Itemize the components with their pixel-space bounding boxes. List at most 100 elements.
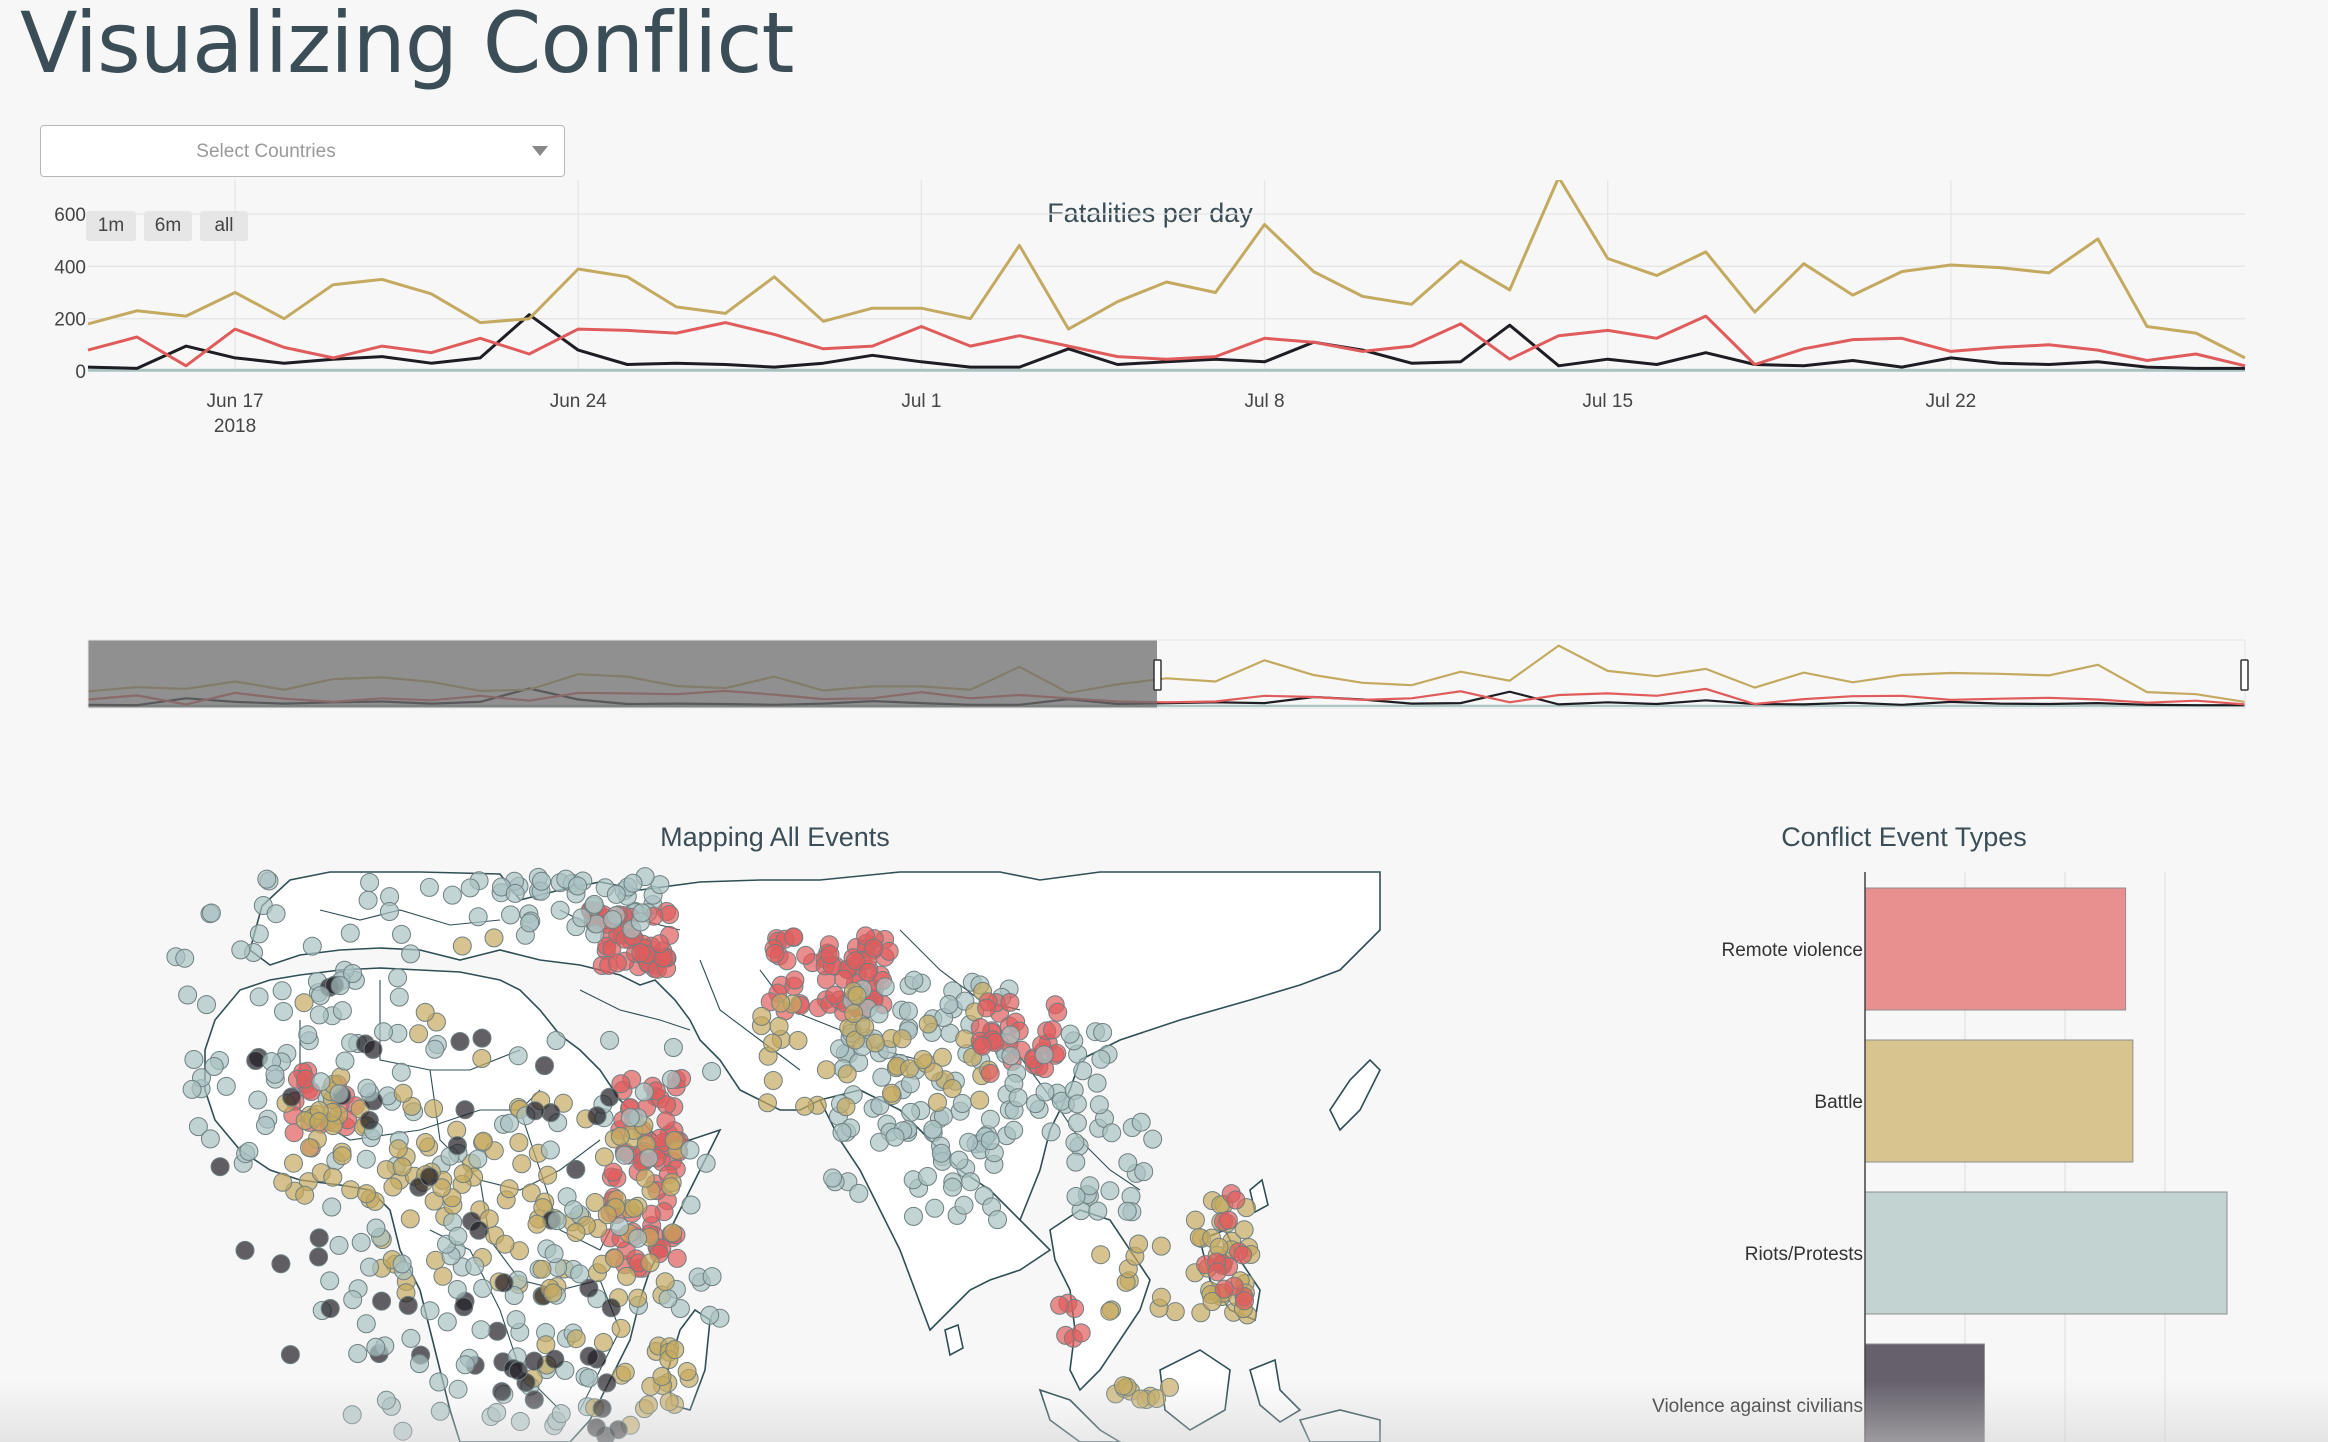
event-marker[interactable] [606,884,626,904]
event-marker[interactable] [763,1033,782,1053]
event-marker[interactable] [696,1153,716,1173]
event-marker[interactable] [469,1220,489,1240]
event-marker[interactable] [845,1030,865,1050]
event-marker[interactable] [1065,1132,1085,1152]
event-marker[interactable] [1235,1291,1254,1311]
event-marker[interactable] [197,995,216,1015]
event-marker[interactable] [913,1050,933,1069]
event-marker[interactable] [210,1157,230,1177]
event-marker[interactable] [492,1382,512,1402]
event-marker[interactable] [624,1198,644,1218]
event-marker[interactable] [460,878,480,898]
event-marker[interactable] [540,1140,560,1160]
event-marker[interactable] [924,1062,944,1082]
event-marker[interactable] [603,1162,623,1182]
event-marker[interactable] [249,924,269,944]
event-marker[interactable] [784,927,803,947]
event-marker[interactable] [980,1131,1000,1151]
event-marker[interactable] [358,890,378,910]
event-marker[interactable] [823,1168,843,1188]
event-marker[interactable] [499,1179,519,1199]
event-marker[interactable] [320,1299,340,1318]
event-marker[interactable] [357,1078,377,1098]
event-marker[interactable] [401,944,421,964]
event-marker[interactable] [667,1248,687,1268]
event-marker[interactable] [661,1177,681,1197]
event-marker[interactable] [437,1312,457,1332]
event-marker[interactable] [1004,1120,1024,1140]
event-marker[interactable] [796,945,816,965]
event-marker[interactable] [1202,1292,1222,1311]
event-marker[interactable] [837,1064,857,1084]
event-marker[interactable] [331,1067,351,1087]
event-marker[interactable] [949,1150,969,1170]
event-marker[interactable] [505,883,525,903]
event-marker[interactable] [389,987,409,1007]
event-marker[interactable] [360,873,380,892]
event-marker[interactable] [329,1235,349,1255]
event-marker[interactable] [332,1146,352,1166]
event-marker[interactable] [360,1257,379,1277]
event-marker[interactable] [341,1180,361,1200]
event-marker[interactable] [640,1253,660,1273]
event-marker[interactable] [320,1271,340,1291]
event-marker[interactable] [655,1272,675,1292]
event-marker[interactable] [650,875,670,895]
event-marker[interactable] [1233,1245,1253,1265]
event-marker[interactable] [1118,1153,1138,1173]
event-marker[interactable] [1102,1123,1122,1143]
event-marker[interactable] [391,1062,411,1082]
event-marker[interactable] [885,1127,905,1147]
event-marker[interactable] [544,1244,564,1264]
event-marker[interactable] [1151,1287,1171,1307]
event-marker[interactable] [419,1167,439,1187]
event-marker[interactable] [266,904,286,924]
event-marker[interactable] [904,1206,923,1226]
event-marker[interactable] [932,1047,952,1067]
event-marker[interactable] [587,1106,607,1126]
event-marker[interactable] [923,1119,943,1139]
event-marker[interactable] [980,1063,1000,1083]
event-marker[interactable] [970,1090,990,1110]
series-line[interactable] [87,313,2245,370]
event-marker[interactable] [300,1138,319,1158]
event-marker[interactable] [508,1361,528,1381]
event-marker[interactable] [504,1286,524,1305]
event-marker[interactable] [311,1072,331,1092]
event-marker[interactable] [282,1087,302,1107]
event-marker[interactable] [702,1267,722,1287]
event-marker[interactable] [271,1254,291,1274]
bar[interactable] [1864,1191,2228,1315]
event-marker[interactable] [1087,1073,1107,1093]
event-marker[interactable] [1008,1088,1028,1108]
event-marker[interactable] [532,871,551,891]
event-marker[interactable] [524,1351,544,1371]
event-marker[interactable] [680,1140,700,1160]
event-marker[interactable] [592,1398,612,1418]
range-button-6m[interactable]: 6m [144,211,192,241]
event-marker[interactable] [543,1283,563,1303]
event-marker[interactable] [388,968,408,988]
event-marker[interactable] [855,1017,875,1037]
event-marker[interactable] [615,1145,635,1165]
event-marker[interactable] [309,1112,329,1132]
range-slider[interactable] [87,639,2249,709]
event-marker[interactable] [410,1354,429,1374]
event-marker[interactable] [615,1362,635,1382]
event-marker[interactable] [506,1310,526,1330]
event-marker[interactable] [1043,1020,1062,1040]
event-marker[interactable] [634,1082,654,1102]
event-marker[interactable] [272,981,292,1001]
event-marker[interactable] [342,1405,362,1425]
event-marker[interactable] [448,1226,468,1246]
event-marker[interactable] [1091,1245,1111,1265]
event-marker[interactable] [1191,1303,1211,1323]
event-marker[interactable] [846,951,865,971]
event-marker[interactable] [1226,1190,1246,1210]
event-marker[interactable] [1060,1024,1080,1044]
event-marker[interactable] [398,1295,418,1315]
event-marker[interactable] [836,1097,856,1117]
bar[interactable] [1864,887,2127,1011]
event-marker[interactable] [376,1390,396,1410]
event-marker[interactable] [335,1051,355,1071]
